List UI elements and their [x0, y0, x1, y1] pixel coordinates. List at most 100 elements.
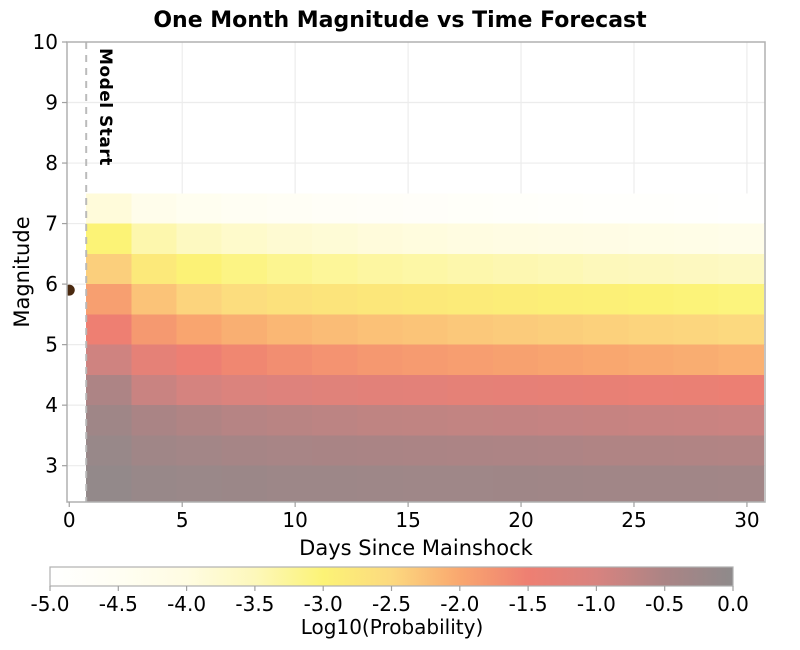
heatmap-cell	[402, 314, 448, 345]
heatmap-cell	[131, 465, 177, 502]
heatmap-cell	[266, 435, 313, 466]
heatmap-cell	[718, 284, 764, 315]
x-tick-label: 10	[282, 508, 307, 532]
x-tick-label: 25	[621, 508, 646, 532]
heatmap-cell	[628, 314, 674, 345]
heatmap-cell	[492, 435, 538, 466]
heatmap-cell	[447, 223, 493, 254]
heatmap-cell	[718, 314, 764, 345]
heatmap-cell	[673, 223, 719, 254]
heatmap-cell	[673, 435, 719, 466]
x-tick-label: 20	[508, 508, 533, 532]
heatmap-cell	[131, 374, 177, 406]
heatmap-cell	[447, 435, 493, 466]
heatmap-cell	[583, 223, 629, 254]
heatmap-cell	[86, 374, 132, 406]
y-axis-label: Magnitude	[10, 216, 34, 328]
y-tick-label: 5	[45, 333, 58, 357]
heatmap-cell	[312, 284, 358, 315]
y-axis-ticks: 3 4 5 6 7 8 9 10	[33, 30, 67, 478]
heatmap-cell	[718, 374, 764, 406]
heatmap-cell	[402, 284, 448, 315]
heatmap-cell	[583, 193, 629, 224]
colorbar-tick-label: -5.0	[30, 592, 69, 616]
y-tick-label: 3	[45, 454, 58, 478]
y-tick-label: 7	[45, 212, 58, 236]
y-tick-label: 6	[45, 272, 58, 296]
heatmap-cell	[357, 253, 403, 285]
heatmap-cell	[538, 284, 584, 315]
colorbar-gradient	[49, 566, 734, 587]
heatmap-cell	[176, 405, 222, 436]
heatmap-cell	[131, 435, 177, 466]
heatmap-cell	[538, 314, 584, 345]
heatmap-cell	[492, 344, 538, 375]
heatmap-cell	[673, 344, 719, 375]
colorbar: -5.0 -4.5 -4.0 -3.5 -3.0 -2.5 -2.0 -1.5 -1.0 -0.5…	[30, 566, 749, 616]
heatmap-cell	[357, 223, 403, 254]
heatmap-cell	[357, 193, 403, 224]
heatmap-cell	[402, 405, 448, 436]
x-tick-label: 0	[63, 508, 76, 532]
heatmap-cell	[538, 193, 584, 224]
heatmap-cell	[718, 344, 764, 375]
heatmap-cell	[131, 314, 177, 345]
heatmap-cell	[538, 405, 584, 436]
heatmap-cell	[447, 193, 493, 224]
heatmap-cell	[402, 253, 448, 285]
heatmap-cell	[402, 344, 448, 375]
heatmap-cell	[357, 465, 403, 502]
heatmap-cell	[538, 435, 584, 466]
colorbar-tick-label: -3.5	[235, 592, 274, 616]
heatmap-cell	[131, 284, 177, 315]
heatmap-cell	[447, 344, 493, 375]
heatmap-cell	[176, 435, 222, 466]
heatmap-cell	[492, 193, 538, 224]
heatmap-cell	[673, 253, 719, 285]
heatmap-cell	[312, 253, 358, 285]
heatmap-cell	[86, 253, 132, 285]
heatmap-cell	[266, 465, 313, 502]
colorbar-tick-label: -0.5	[645, 592, 684, 616]
y-tick-label: 8	[45, 151, 58, 175]
heatmap-cell	[628, 223, 674, 254]
x-axis-label: Days Since Mainshock	[299, 536, 533, 560]
heatmap-cell	[266, 253, 313, 285]
heatmap-cell	[673, 284, 719, 315]
heatmap-cell	[583, 314, 629, 345]
heatmap-cell	[492, 405, 538, 436]
heatmap-cell	[583, 435, 629, 466]
heatmap-cell	[176, 223, 222, 254]
heatmap-cell	[673, 374, 719, 406]
colorbar-tick-label: -4.5	[99, 592, 138, 616]
mainshock-marker	[67, 284, 75, 296]
heatmap-cell	[402, 374, 448, 406]
heatmap-cell	[266, 405, 313, 436]
heatmap-cell	[447, 374, 493, 406]
heatmap-cell	[221, 405, 267, 436]
colorbar-tick-label: -2.5	[372, 592, 411, 616]
heatmap-cell	[402, 193, 448, 224]
heatmap-cell	[492, 374, 538, 406]
colorbar-tick-label: -4.0	[167, 592, 206, 616]
heatmap-cell	[357, 284, 403, 315]
colorbar-tick-label: -1.0	[577, 592, 616, 616]
heatmap-cells	[86, 193, 764, 502]
heatmap-cell	[492, 223, 538, 254]
heatmap-cell	[176, 284, 222, 315]
heatmap-cell	[266, 344, 313, 375]
heatmap-cell	[583, 405, 629, 436]
heatmap-cell	[718, 193, 764, 224]
heatmap-cell	[492, 465, 538, 502]
heatmap-cell	[221, 344, 267, 375]
heatmap-cell	[176, 344, 222, 375]
x-tick-label: 5	[176, 508, 189, 532]
heatmap-cell	[221, 465, 267, 502]
x-axis-ticks: 0 5 10 15 20 25 30	[63, 502, 760, 532]
heatmap-cell	[447, 465, 493, 502]
heatmap-cell	[628, 465, 674, 502]
x-tick-label: 30	[734, 508, 759, 532]
heatmap-cell	[221, 223, 267, 254]
